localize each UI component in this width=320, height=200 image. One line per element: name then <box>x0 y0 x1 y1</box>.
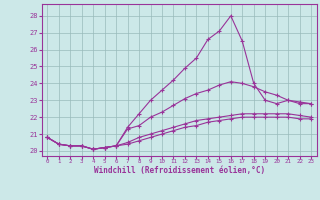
X-axis label: Windchill (Refroidissement éolien,°C): Windchill (Refroidissement éolien,°C) <box>94 166 265 175</box>
